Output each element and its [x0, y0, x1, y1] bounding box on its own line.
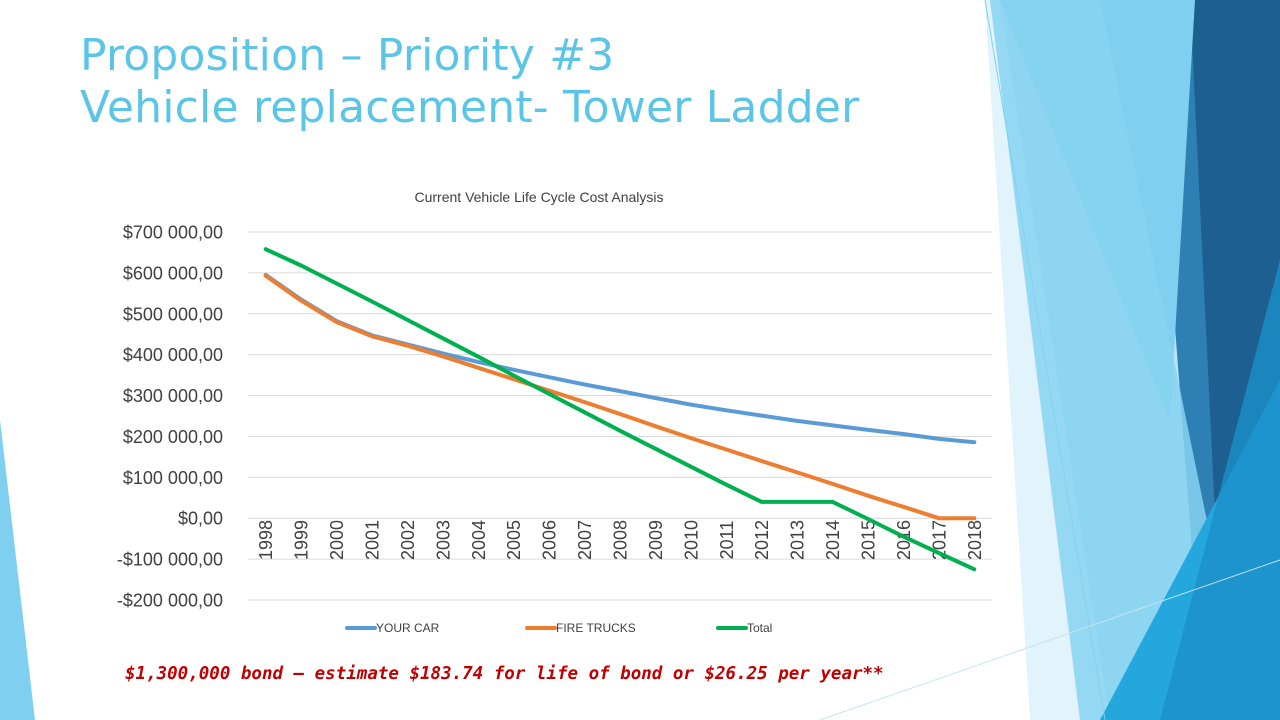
x-tick-label: 2008	[611, 520, 631, 560]
slide-title-line-2: Vehicle replacement- Tower Ladder	[80, 82, 860, 133]
series-line	[263, 273, 977, 521]
x-tick-label: 2006	[540, 520, 560, 560]
x-tick-label: 2011	[717, 521, 737, 560]
x-tick-label: 2013	[788, 520, 808, 560]
legend-label: Total	[747, 621, 772, 635]
x-tick-label: 2005	[504, 520, 524, 560]
x-tick-label: 2007	[575, 520, 595, 560]
y-tick-label: $400 000,00	[123, 345, 223, 365]
legend-item: Total	[716, 621, 772, 635]
legend-item: YOUR CAR	[345, 621, 440, 635]
x-tick-label: 2010	[681, 520, 701, 560]
x-tick-label: 1999	[292, 520, 312, 560]
x-tick-label: 2003	[433, 520, 453, 560]
y-tick-label: $300 000,00	[123, 386, 223, 406]
y-tick-label: $600 000,00	[123, 263, 223, 283]
slide-title: Proposition – Priority #3 Vehicle replac…	[80, 30, 960, 134]
y-axis: $700 000,00 $600 000,00 $500 000,00 $400 00…	[117, 223, 223, 611]
legend-label: FIRE TRUCKS	[556, 621, 636, 635]
series-line	[263, 247, 977, 572]
x-tick-label: 2002	[398, 520, 418, 560]
y-tick-label: $700 000,00	[123, 223, 223, 243]
x-tick-label: 2015	[859, 520, 879, 560]
chart-legend: YOUR CAR FIRE TRUCKS Total	[345, 621, 772, 635]
x-axis: 1998 1999 2000 2001 2002 2003 2004 2005 2006 2007…	[256, 520, 985, 560]
y-tick-label: $0,00	[178, 509, 223, 529]
chart-gridlines	[248, 231, 992, 601]
y-tick-label: $100 000,00	[123, 468, 223, 488]
legend-label: YOUR CAR	[376, 621, 440, 635]
legend-item: FIRE TRUCKS	[525, 621, 636, 635]
x-tick-label: 2009	[646, 520, 666, 560]
x-tick-label: 2014	[823, 520, 843, 560]
chart-title: Current Vehicle Life Cycle Cost Analysis	[415, 189, 664, 205]
chart-series	[263, 247, 977, 572]
x-tick-label: 2018	[965, 520, 985, 560]
y-tick-label: $200 000,00	[123, 427, 223, 447]
y-tick-label: -$200 000,00	[117, 591, 223, 611]
y-tick-label: $500 000,00	[123, 304, 223, 324]
y-tick-label: -$100 000,00	[117, 550, 223, 570]
x-tick-label: 2000	[327, 520, 347, 560]
slide-title-line-1: Proposition – Priority #3	[80, 30, 615, 81]
x-tick-label: 2012	[752, 520, 772, 560]
x-tick-label: 2001	[363, 520, 383, 560]
bond-footnote: $1,300,000 bond – estimate $183.74 for l…	[125, 664, 884, 684]
x-tick-label: 2016	[894, 520, 914, 560]
x-tick-label: 1998	[256, 520, 276, 560]
x-tick-label: 2004	[469, 520, 489, 560]
